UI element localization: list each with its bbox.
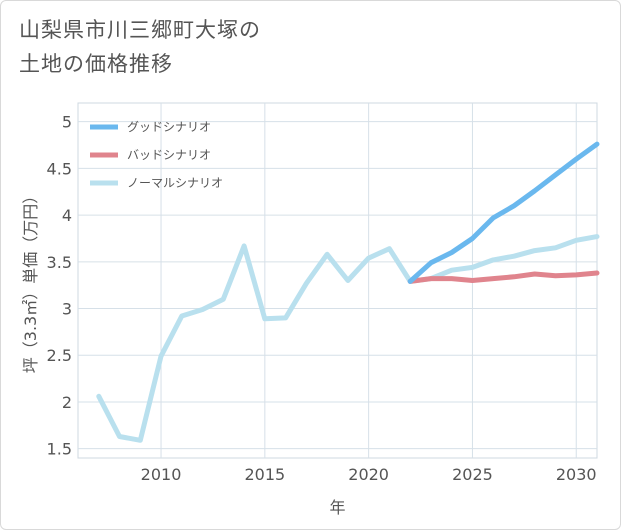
y-tick-label: 1.5 bbox=[47, 440, 72, 459]
x-tick-label: 2030 bbox=[556, 465, 597, 484]
chart-title-line1: 山梨県市川三郷町大塚の bbox=[19, 18, 261, 42]
plot-border bbox=[77, 102, 598, 459]
y-tick-label: 4 bbox=[62, 206, 72, 225]
x-axis-ticks: 2010 2015 2020 2025 2030 bbox=[141, 465, 597, 484]
grid bbox=[77, 102, 598, 459]
x-tick-label: 2010 bbox=[141, 465, 182, 484]
legend-label[interactable]: グッドシナリオ bbox=[127, 120, 211, 134]
y-tick-label: 2 bbox=[62, 393, 72, 412]
y-tick-label: 5 bbox=[62, 113, 72, 132]
chart-title-line2: 土地の価格推移 bbox=[19, 52, 173, 76]
y-tick-label: 2.5 bbox=[47, 346, 72, 365]
x-tick-label: 2020 bbox=[348, 465, 389, 484]
legend-label[interactable]: ノーマルシナリオ bbox=[127, 176, 223, 190]
x-axis-label: 年 bbox=[329, 498, 345, 517]
series-line-0 bbox=[407, 141, 600, 284]
y-tick-label: 3.5 bbox=[47, 253, 72, 272]
x-tick-label: 2025 bbox=[452, 465, 493, 484]
series-line-2 bbox=[96, 234, 600, 443]
series-lines bbox=[96, 141, 600, 443]
chart-title: 山梨県市川三郷町大塚の 土地の価格推移 bbox=[19, 13, 261, 81]
y-axis-label: 坪（3.3㎡）単価（万円） bbox=[21, 188, 40, 373]
legend-label[interactable]: バッドシナリオ bbox=[127, 148, 211, 162]
series-line-1 bbox=[407, 270, 600, 284]
y-tick-label: 4.5 bbox=[47, 159, 72, 178]
x-tick-label: 2015 bbox=[244, 465, 285, 484]
y-axis-ticks: 1.5 2 2.5 3 3.5 4 4.5 5 bbox=[47, 113, 72, 459]
y-tick-label: 3 bbox=[62, 300, 72, 319]
